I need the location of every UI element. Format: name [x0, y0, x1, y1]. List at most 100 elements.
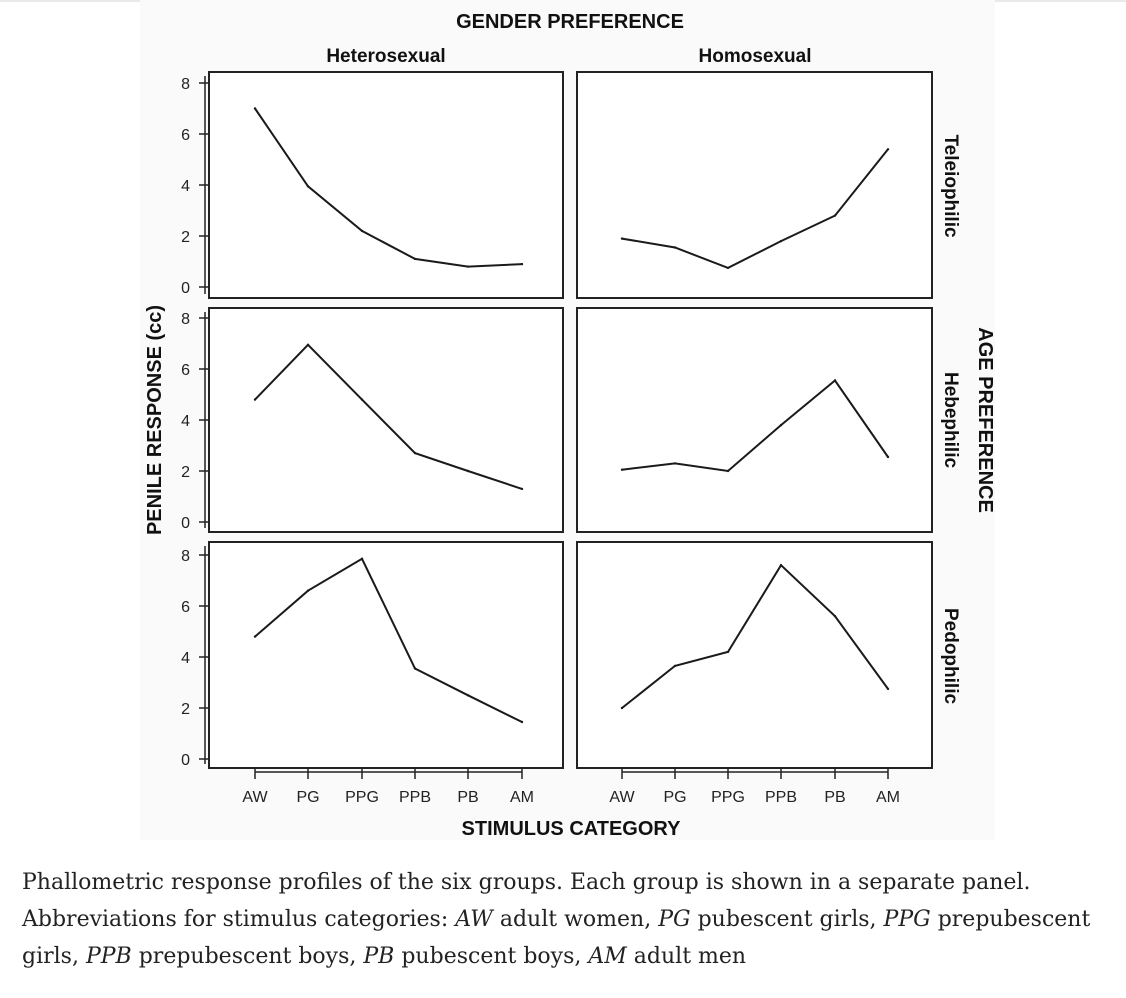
data-point: [306, 343, 310, 346]
series-line: [254, 107, 523, 268]
series-line: [621, 379, 889, 473]
y-tick-label: 0: [181, 280, 190, 297]
x-tick-label: PB: [457, 789, 478, 806]
panel-frame: [208, 307, 564, 533]
y-tick-label: 2: [181, 464, 190, 481]
data-point: [726, 650, 730, 654]
y-tick-label: 4: [181, 413, 190, 430]
y-tick-label: 4: [181, 178, 190, 195]
y-tick-label: 6: [181, 127, 190, 144]
y-tick-label: 0: [181, 515, 190, 532]
x-axis-label: STIMULUS CATEGORY: [462, 818, 682, 840]
data-point: [253, 635, 257, 638]
data-point: [466, 265, 470, 268]
figure-caption: Phallometric response profiles of the si…: [22, 864, 1112, 975]
data-point: [413, 451, 417, 455]
row-label-hebephilic: Hebephilic: [940, 372, 961, 469]
chart-title: GENDER PREFERENCE: [456, 11, 684, 33]
data-point: [360, 229, 364, 233]
panel-frame: [576, 541, 933, 769]
data-point: [253, 107, 257, 110]
data-point: [520, 262, 524, 266]
data-point: [726, 469, 730, 473]
data-point: [520, 720, 524, 724]
phallometric-chart: GENDER PREFERENCE Heterosexual Homosexua…: [144, 11, 996, 840]
data-point: [779, 239, 783, 243]
x-tick-label: PPB: [765, 789, 797, 806]
y-tick-label: 8: [181, 548, 190, 565]
x-tick-label: AW: [609, 789, 635, 806]
x-tick-label: PG: [296, 789, 319, 806]
series-line: [254, 343, 523, 490]
y-tick-label: 6: [181, 599, 190, 616]
data-point: [413, 257, 417, 261]
panels-layer: 0 2 4 6 8 0 2 4 6 8 0 2 4 6 8 AW PG PPG PPB PB AM AW PG PPG PPB P…: [181, 71, 933, 806]
series-line: [254, 557, 523, 723]
column-header-homosexual: Homosexual: [699, 46, 812, 67]
row-label-teleiophilic: Teleiophilic: [940, 134, 961, 238]
data-point: [673, 664, 677, 668]
data-point: [886, 148, 890, 151]
data-point: [779, 423, 783, 427]
data-point: [726, 266, 730, 270]
x-tick-label: PPB: [399, 789, 431, 806]
data-point: [620, 468, 624, 471]
x-tick-label: PPG: [345, 789, 379, 806]
panel-frame: [208, 71, 564, 299]
data-point: [833, 615, 837, 618]
y-tick-label: 2: [181, 229, 190, 246]
data-point: [360, 398, 364, 401]
caption-abbrev-code: PPG: [883, 907, 931, 932]
series-line: [621, 148, 889, 269]
caption-abbrev-code: PB: [363, 944, 395, 969]
row-label-pedophilic: Pedophilic: [940, 608, 961, 705]
data-point: [306, 589, 310, 592]
caption-abbrev-text: adult men: [626, 944, 747, 969]
data-point: [360, 557, 364, 560]
column-header-heterosexual: Heterosexual: [326, 46, 445, 67]
caption-abbrev-text: pubescent boys,: [394, 944, 589, 969]
caption-abbrev-text: prepubescent boys,: [131, 944, 364, 969]
y-tick-label: 8: [181, 311, 190, 328]
panel-frame: [576, 307, 933, 533]
data-point: [620, 237, 624, 240]
caption-intro: Phallometric response profiles of the si…: [22, 870, 1031, 932]
x-tick-label: AM: [510, 789, 534, 806]
x-tick-label: AM: [876, 789, 900, 806]
data-point: [466, 469, 470, 473]
y-tick-label: 2: [181, 701, 190, 718]
caption-abbrev-code: AW: [455, 907, 493, 932]
y-tick-label: 8: [181, 76, 190, 93]
data-point: [413, 667, 417, 670]
data-point: [673, 462, 677, 465]
y-tick-label: 6: [181, 362, 190, 379]
data-point: [833, 214, 837, 217]
caption-abbrev-code: PPB: [85, 944, 132, 969]
data-point: [466, 694, 470, 697]
data-point: [886, 687, 890, 691]
data-point: [620, 706, 624, 710]
caption-abbrev-text: prepubescent girls,: [22, 907, 1091, 969]
data-point: [886, 455, 890, 459]
y-axis-label: PENILE RESPONSE (cc): [144, 305, 166, 535]
row-group-label: AGE PREFERENCE: [974, 327, 996, 513]
caption-abbrev-code: PG: [658, 907, 691, 932]
x-tick-label: PPG: [711, 789, 745, 806]
caption-abbrev-text: adult women,: [492, 907, 659, 932]
x-tick-label: AW: [242, 789, 268, 806]
panel-frame: [576, 71, 933, 299]
data-point: [253, 398, 257, 401]
series-line: [621, 563, 889, 709]
x-tick-label: PG: [663, 789, 686, 806]
caption-abbrev-code: AM: [588, 944, 627, 969]
data-point: [779, 564, 783, 567]
x-tick-label: PB: [824, 789, 845, 806]
data-point: [833, 379, 837, 382]
data-point: [520, 487, 524, 491]
y-tick-label: 0: [181, 752, 190, 769]
caption-abbrev-text: pubescent girls,: [690, 907, 884, 932]
data-point: [673, 246, 677, 249]
y-tick-label: 4: [181, 650, 190, 667]
data-point: [306, 185, 310, 188]
panel-frame: [208, 541, 564, 769]
